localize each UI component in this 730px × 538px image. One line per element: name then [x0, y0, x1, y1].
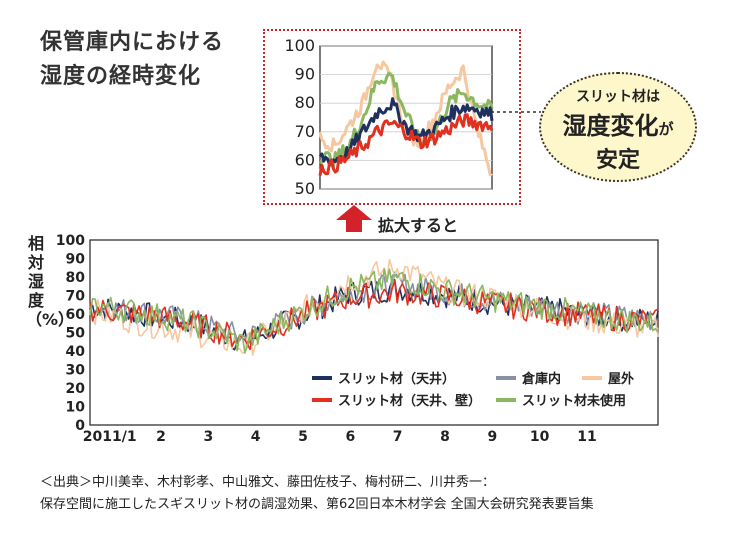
main-ytick-label: 0: [75, 418, 85, 434]
main-xtick-label: 6: [345, 429, 355, 445]
zoom-series-line: [318, 113, 494, 176]
zoom-plot: 50 60 70 80 90 100: [284, 36, 494, 198]
main-plot: 0 10 20 30 40 50 60 70 80 90 100 2011/1 2 3 4 5 6 7 8 9 10 11: [56, 233, 659, 445]
main-ytick-label: 30: [66, 363, 86, 379]
source-line-2: 保存空間に施工したスギスリット材の調湿効果、第62回日本木材学会 全国大会研究発…: [40, 497, 594, 512]
main-ytick-label: 90: [66, 252, 86, 268]
main-xtick-label: 9: [487, 429, 497, 445]
legend-label: スリット材（天井）: [338, 371, 455, 387]
zoom-ytick-label: 50: [295, 179, 315, 198]
main-xtick-label: 4: [251, 429, 261, 445]
legend-label: スリット材未使用: [522, 393, 626, 409]
zoom-ytick-label: 90: [295, 65, 315, 84]
legend-label: スリット材（天井、壁）: [338, 393, 481, 409]
callout-bubble: スリット材は 湿度変化が 安定: [539, 72, 697, 182]
title-line-1: 保管庫内における: [40, 30, 225, 55]
source-citation: ＜出典＞中川美幸、木村彰孝、中山雅文、藤田佐枝子、梅村研二、川井秀一： 保存空間…: [40, 472, 594, 516]
zoom-ytick-label: 80: [295, 93, 315, 112]
main-ytick-label: 60: [66, 307, 86, 323]
main-ytick-label: 100: [56, 233, 85, 249]
main-ytick-label: 70: [66, 289, 86, 305]
main-ytick-label: 40: [66, 344, 86, 360]
main-xtick-label: 8: [440, 429, 450, 445]
callout-line-1: スリット材は: [576, 89, 660, 105]
main-xtick-label: 10: [530, 429, 550, 445]
main-xtick-label: 5: [298, 429, 308, 445]
main-xtick-label: 3: [203, 429, 213, 445]
legend-label: 屋外: [608, 371, 634, 387]
callout-line-2: 湿度変化が: [541, 106, 695, 141]
source-line-1: ＜出典＞中川美幸、木村彰孝、中山雅文、藤田佐枝子、梅村研二、川井秀一：: [40, 475, 496, 490]
zoom-ytick-label: 60: [295, 150, 315, 169]
chart-title: 保管庫内における 湿度の経時変化: [40, 26, 224, 94]
zoom-arrow: [336, 205, 372, 232]
main-ytick-label: 50: [66, 326, 86, 342]
callout-line-2-main: 湿度変化: [562, 112, 659, 140]
main-xtick-label: 7: [393, 429, 403, 445]
main-xtick-label: 2: [156, 429, 166, 445]
main-ytick-label: 80: [66, 270, 86, 286]
main-ytick-label: 10: [66, 400, 86, 416]
title-line-2: 湿度の経時変化: [40, 64, 202, 89]
main-ytick-label: 20: [66, 381, 86, 397]
zoom-label: 拡大すると: [378, 216, 459, 235]
zoom-ytick-label: 100: [284, 36, 315, 55]
zoom-series-line: [319, 71, 494, 169]
callout-line-3: 安定: [595, 148, 640, 173]
callout-line-2-suffix: が: [658, 120, 674, 138]
main-series-line: [89, 268, 659, 354]
legend-label: 倉庫内: [521, 371, 561, 387]
zoom-ytick-label: 70: [295, 122, 315, 141]
main-xtick-label: 2011/1: [83, 429, 137, 445]
main-xtick-label: 11: [577, 429, 596, 445]
zoom-frame: [263, 29, 521, 205]
